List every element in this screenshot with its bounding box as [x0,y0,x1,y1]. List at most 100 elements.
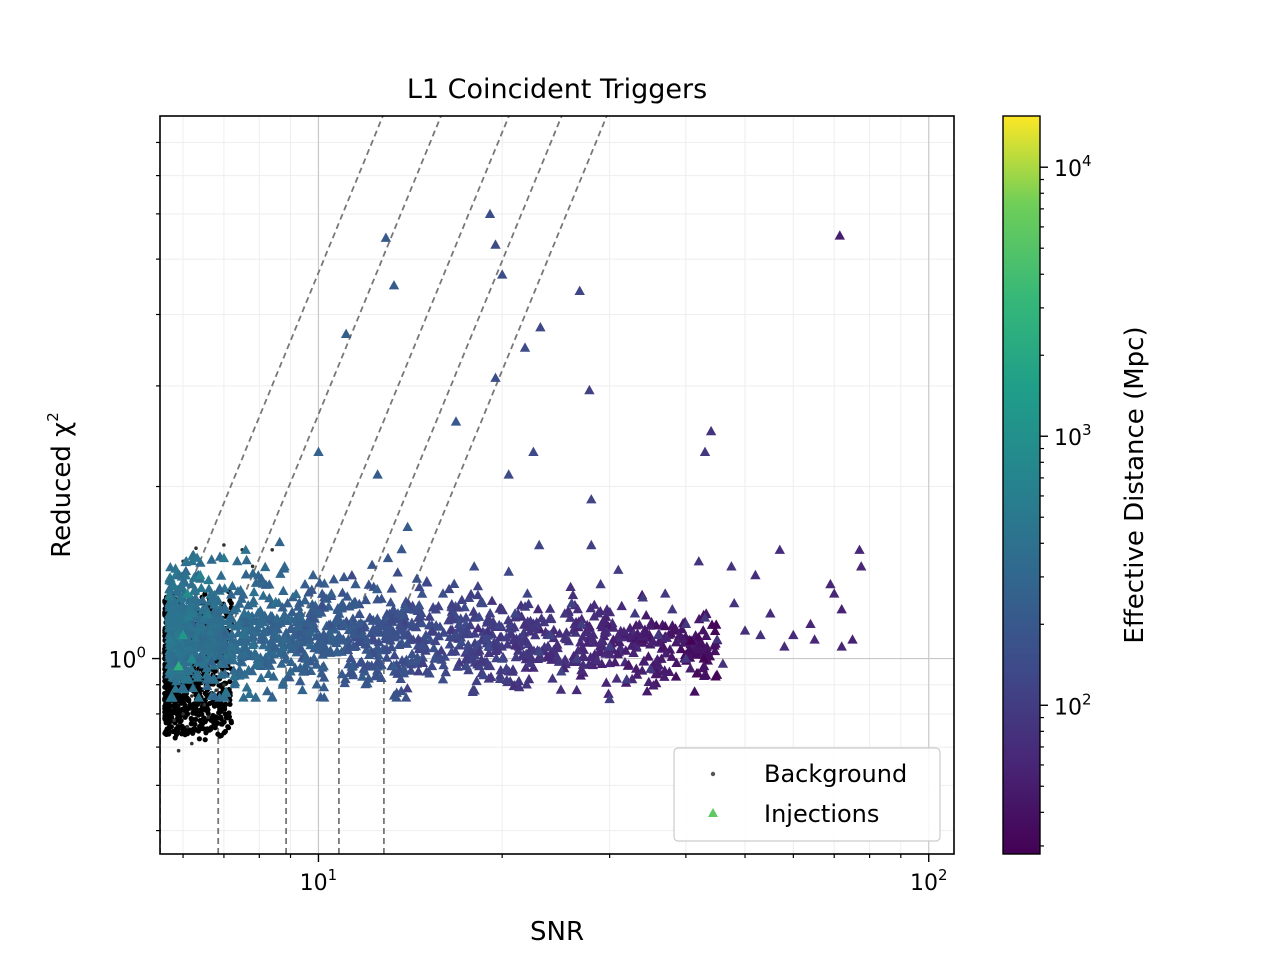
injection-point [472,639,484,649]
injection-point [214,583,225,593]
background-point [202,703,207,707]
injection-point [250,692,261,702]
injection-point [279,634,290,644]
injection-point [503,469,514,479]
injection-point [629,608,641,618]
injection-point [340,328,352,338]
y-axis-title: Reduced χ2 [44,412,77,558]
background-point [211,703,218,709]
injection-point [252,607,264,617]
x-tick-label: 102 [910,866,948,896]
injection-point [534,539,545,550]
injection-point [623,659,634,669]
injection-point [446,613,457,623]
injection-point [167,600,178,610]
injection-point [637,592,648,602]
background-point [218,732,224,739]
x-tick-label: 101 [300,866,338,896]
injection-point [696,637,707,648]
injection-point [246,665,258,676]
injection-point [209,690,220,701]
injection-point [392,567,403,577]
injection-point [690,649,701,659]
injection-point [231,644,243,654]
injection-point [574,285,585,295]
injection-point [643,676,654,686]
background-point [198,724,204,730]
injection-point [638,655,650,665]
injection-point [372,594,383,604]
injection-point [171,617,183,627]
background-point [270,548,275,552]
injection-point [430,620,442,630]
injection-point [739,625,751,635]
injection-point [585,651,596,662]
injection-point [670,671,682,681]
injection-point [465,646,477,657]
injection-point [616,600,627,611]
injection-point [315,691,326,702]
injection-point [357,671,368,681]
injection-point [586,494,597,504]
injection-point [474,645,485,655]
injection-point [416,588,428,598]
injection-point [173,648,184,658]
injection-point [378,619,389,629]
injection-point [303,631,315,641]
injection-point [187,682,199,693]
background-point [190,730,196,736]
injection-point [400,692,412,702]
injection-point [210,608,222,618]
injection-point [453,602,464,612]
injection-point [825,578,836,589]
injection-point [260,561,271,572]
injection-point [299,579,311,589]
injection-point [201,680,213,690]
injection-point [183,611,194,621]
injection-point [347,613,359,623]
injection-point [196,582,207,592]
background-point [212,725,218,731]
injection-point [539,616,550,627]
injection-point [255,634,267,644]
injection-point [372,583,383,594]
injection-point [228,604,240,615]
background-point [162,713,168,719]
background-point [173,732,180,738]
injection-point [589,599,600,609]
injection-point [809,634,820,644]
injection-point [402,683,413,693]
injection-point [587,633,598,643]
injection-point [164,572,175,583]
injection-point [711,634,723,644]
injection-point [336,668,348,679]
legend-injections-marker [708,808,718,817]
injection-point [412,605,423,615]
injection-point [306,623,317,633]
injection-point [650,668,661,679]
injection-point [805,618,816,628]
injection-point [311,679,322,689]
background-point [162,703,168,709]
background-point [182,714,188,720]
injection-point [165,617,176,628]
injection-point [247,568,259,578]
injection-point [285,666,296,676]
injection-point [240,544,251,554]
injection-point [241,643,252,653]
injection-point [190,593,202,603]
injection-point [509,608,521,618]
injection-point [605,649,616,659]
background-point [163,729,169,735]
injection-point [570,616,582,627]
threshold-curve [338,116,563,854]
injection-point [608,622,619,632]
background-point [175,708,181,714]
injection-point [337,598,348,608]
injection-point [856,561,867,571]
injection-point [698,653,709,663]
injection-point [643,651,654,661]
injection-point [325,629,336,639]
injection-point [238,692,249,702]
